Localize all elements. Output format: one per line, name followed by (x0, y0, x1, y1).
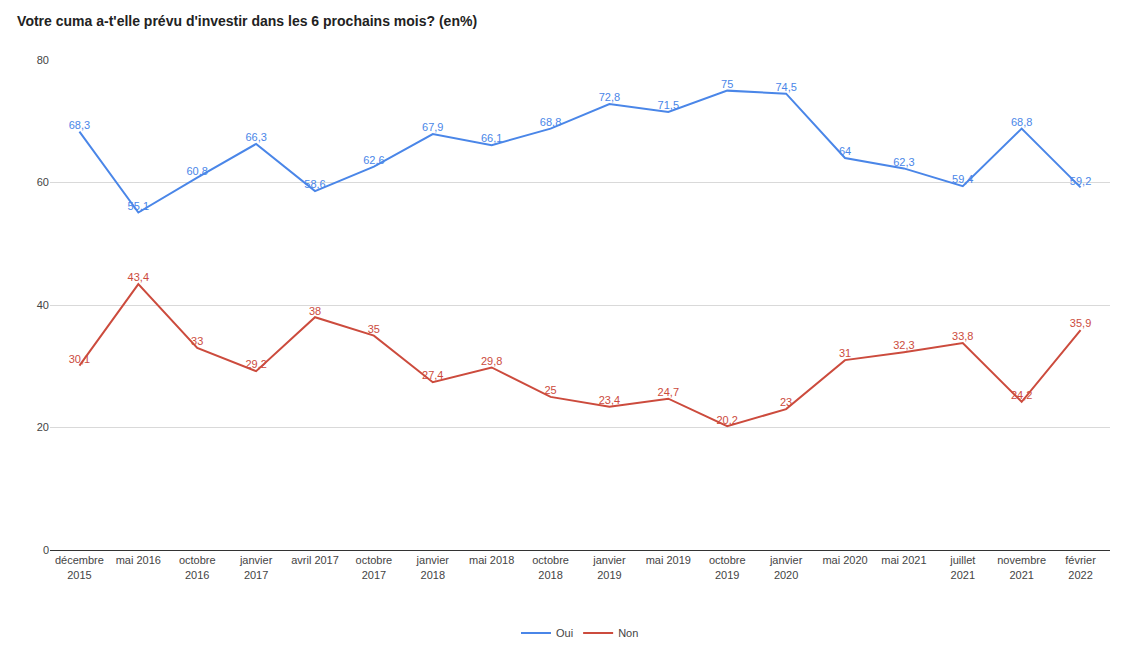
svg-text:janvier2020: janvier2020 (769, 554, 803, 580)
svg-text:62,3: 62,3 (893, 156, 914, 168)
svg-text:décembre2015: décembre2015 (55, 554, 104, 580)
svg-text:mai 2020: mai 2020 (822, 554, 867, 566)
svg-text:62,6: 62,6 (363, 154, 384, 166)
svg-text:68,3: 68,3 (69, 119, 90, 131)
svg-text:Votre cuma a-t'elle prévu d'in: Votre cuma a-t'elle prévu d'investir dan… (17, 13, 477, 29)
svg-text:74,5: 74,5 (775, 81, 796, 93)
svg-text:mai 2018: mai 2018 (469, 554, 514, 566)
svg-text:Oui: Oui (556, 627, 573, 639)
svg-text:20: 20 (37, 421, 49, 433)
svg-text:33: 33 (191, 335, 203, 347)
svg-text:40: 40 (37, 299, 49, 311)
svg-text:20,2: 20,2 (717, 414, 738, 426)
svg-text:avril 2017: avril 2017 (291, 554, 339, 566)
svg-text:23,4: 23,4 (599, 394, 620, 406)
svg-text:55,1: 55,1 (128, 200, 149, 212)
svg-text:janvier2018: janvier2018 (416, 554, 450, 580)
svg-text:59,4: 59,4 (952, 173, 973, 185)
svg-text:mai 2016: mai 2016 (116, 554, 161, 566)
svg-text:67,9: 67,9 (422, 121, 443, 133)
svg-text:64: 64 (839, 145, 851, 157)
svg-text:24,7: 24,7 (658, 386, 679, 398)
svg-text:58,6: 58,6 (304, 178, 325, 190)
svg-text:février2022: février2022 (1065, 554, 1096, 580)
svg-text:Non: Non (618, 627, 638, 639)
svg-text:66,3: 66,3 (245, 131, 266, 143)
svg-text:75: 75 (721, 78, 733, 90)
svg-text:32,3: 32,3 (893, 339, 914, 351)
svg-text:33,8: 33,8 (952, 330, 973, 342)
svg-text:24,2: 24,2 (1011, 389, 1032, 401)
svg-text:72,8: 72,8 (599, 91, 620, 103)
svg-text:59,2: 59,2 (1070, 175, 1091, 187)
svg-text:mai 2021: mai 2021 (881, 554, 926, 566)
svg-text:43,4: 43,4 (128, 271, 149, 283)
svg-text:38: 38 (309, 305, 321, 317)
svg-text:60,8: 60,8 (187, 165, 208, 177)
svg-text:25: 25 (544, 384, 556, 396)
svg-text:novembre2021: novembre2021 (997, 554, 1046, 580)
svg-text:80: 80 (37, 54, 49, 66)
svg-text:janvier2019: janvier2019 (592, 554, 626, 580)
svg-text:68,8: 68,8 (1011, 116, 1032, 128)
svg-text:juillet2021: juillet2021 (949, 554, 975, 580)
svg-text:octobre2017: octobre2017 (356, 554, 393, 580)
svg-text:mai 2019: mai 2019 (646, 554, 691, 566)
svg-text:35,9: 35,9 (1070, 317, 1091, 329)
svg-text:29,2: 29,2 (245, 358, 266, 370)
svg-text:71,5: 71,5 (658, 99, 679, 111)
svg-text:octobre2018: octobre2018 (532, 554, 569, 580)
svg-text:30,1: 30,1 (69, 353, 90, 365)
svg-text:0: 0 (43, 544, 49, 556)
svg-text:66,1: 66,1 (481, 132, 502, 144)
svg-text:octobre2016: octobre2016 (179, 554, 216, 580)
svg-text:35: 35 (368, 323, 380, 335)
svg-text:60: 60 (37, 176, 49, 188)
svg-text:23: 23 (780, 396, 792, 408)
svg-text:27,4: 27,4 (422, 369, 443, 381)
svg-text:janvier2017: janvier2017 (239, 554, 273, 580)
svg-text:octobre2019: octobre2019 (709, 554, 746, 580)
svg-text:31: 31 (839, 347, 851, 359)
svg-text:29,8: 29,8 (481, 355, 502, 367)
svg-text:68,8: 68,8 (540, 116, 561, 128)
